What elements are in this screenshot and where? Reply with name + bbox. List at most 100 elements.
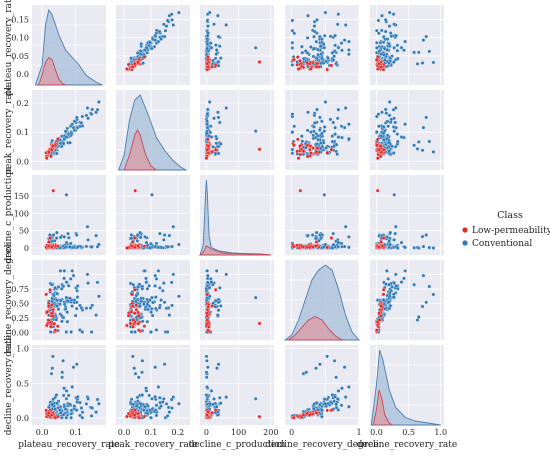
point-conventional bbox=[292, 124, 297, 129]
point-conventional bbox=[216, 151, 221, 156]
point-conventional bbox=[66, 231, 70, 236]
point-low-permeability bbox=[313, 244, 318, 248]
point-low-permeability bbox=[53, 328, 58, 333]
point-conventional bbox=[64, 192, 69, 197]
point-low-permeability bbox=[136, 411, 140, 416]
point-conventional bbox=[159, 404, 163, 408]
ytick-label: 0.05 bbox=[11, 52, 29, 61]
point-conventional bbox=[339, 41, 344, 45]
point-conventional bbox=[50, 296, 55, 301]
point-conventional bbox=[84, 244, 89, 249]
point-low-permeability bbox=[292, 143, 296, 148]
panel-peak-recovery-rate-vs-decline-recovery-rate bbox=[370, 90, 444, 170]
point-conventional bbox=[156, 245, 161, 250]
point-conventional bbox=[129, 56, 134, 60]
point-conventional bbox=[140, 319, 145, 324]
row-label-plateau-recovery-rate: plateau_recovery_rate bbox=[4, 0, 14, 96]
point-conventional bbox=[328, 34, 333, 39]
point-conventional bbox=[304, 370, 309, 375]
panel-peak-recovery-rate-vs-peak-recovery-rate bbox=[116, 90, 190, 171]
point-conventional bbox=[177, 10, 181, 15]
point-conventional bbox=[331, 120, 336, 125]
point-conventional bbox=[165, 330, 170, 334]
point-conventional bbox=[216, 308, 221, 313]
point-conventional bbox=[377, 124, 381, 129]
point-conventional bbox=[394, 33, 398, 38]
point-low-permeability bbox=[49, 311, 54, 316]
point-conventional bbox=[385, 119, 390, 124]
point-conventional bbox=[69, 411, 73, 416]
panel-background bbox=[116, 5, 190, 85]
point-conventional bbox=[148, 298, 152, 302]
point-conventional bbox=[431, 150, 436, 154]
point-conventional bbox=[385, 37, 390, 41]
point-conventional bbox=[89, 245, 94, 249]
point-low-permeability bbox=[205, 292, 210, 297]
point-conventional bbox=[64, 135, 69, 139]
point-conventional bbox=[290, 46, 295, 50]
point-conventional bbox=[69, 415, 73, 420]
point-low-permeability bbox=[325, 150, 330, 155]
column-label-decline-recovery-degree: decline_recovery_degree bbox=[265, 440, 379, 450]
point-conventional bbox=[147, 393, 152, 398]
point-conventional bbox=[64, 330, 69, 334]
point-conventional bbox=[75, 284, 80, 288]
point-conventional bbox=[420, 148, 425, 153]
point-conventional bbox=[424, 34, 429, 39]
point-conventional bbox=[149, 415, 153, 420]
point-low-permeability bbox=[378, 144, 383, 148]
point-conventional bbox=[70, 269, 75, 273]
point-conventional bbox=[412, 282, 416, 287]
point-low-permeability bbox=[379, 304, 384, 308]
point-conventional bbox=[395, 286, 400, 291]
point-conventional bbox=[153, 38, 158, 42]
point-conventional bbox=[300, 139, 305, 144]
ytick-label: 0.00 bbox=[11, 329, 29, 338]
point-conventional bbox=[51, 233, 56, 237]
point-conventional bbox=[145, 411, 150, 416]
point-conventional bbox=[378, 40, 383, 45]
point-conventional bbox=[143, 305, 148, 309]
point-conventional bbox=[150, 396, 154, 401]
point-low-permeability bbox=[210, 150, 214, 154]
point-conventional bbox=[214, 136, 219, 141]
point-low-permeability bbox=[307, 413, 312, 417]
panel-decline-c-production-vs-decline-recovery-rate bbox=[370, 175, 444, 255]
point-conventional bbox=[94, 313, 98, 317]
point-low-permeability bbox=[45, 310, 49, 314]
point-conventional bbox=[216, 34, 221, 39]
point-low-permeability bbox=[213, 287, 218, 292]
point-conventional bbox=[216, 313, 220, 317]
point-conventional bbox=[75, 288, 79, 293]
panel-background bbox=[285, 175, 359, 255]
point-conventional bbox=[161, 238, 166, 242]
point-conventional bbox=[204, 131, 209, 136]
point-low-permeability bbox=[257, 60, 262, 64]
point-conventional bbox=[156, 39, 161, 44]
point-conventional bbox=[138, 230, 142, 235]
point-conventional bbox=[314, 230, 319, 235]
point-conventional bbox=[68, 241, 73, 246]
panel-decline-recovery-degree-vs-plateau-recovery-rate: 0.00 0.25 0.50 0.75 bbox=[11, 260, 106, 340]
point-conventional bbox=[394, 125, 398, 130]
point-conventional bbox=[59, 286, 64, 291]
point-conventional bbox=[162, 300, 167, 305]
point-conventional bbox=[312, 125, 316, 129]
point-conventional bbox=[380, 110, 384, 115]
point-low-permeability bbox=[210, 411, 214, 415]
point-conventional bbox=[213, 151, 218, 156]
point-conventional bbox=[332, 399, 336, 404]
point-conventional bbox=[420, 234, 425, 239]
point-conventional bbox=[416, 315, 421, 319]
point-conventional bbox=[94, 410, 98, 414]
point-low-permeability bbox=[377, 61, 381, 66]
point-conventional bbox=[218, 401, 223, 405]
point-conventional bbox=[381, 40, 386, 45]
point-conventional bbox=[66, 283, 71, 288]
point-low-permeability bbox=[132, 61, 137, 66]
panel-plateau-recovery-rate-vs-plateau-recovery-rate: 0.0 0.05 0.10 0.15 bbox=[11, 5, 106, 86]
panel-decline-recovery-degree-vs-decline-c-production bbox=[200, 260, 274, 340]
point-conventional bbox=[290, 63, 295, 67]
point-conventional bbox=[323, 100, 328, 104]
point-low-permeability bbox=[204, 156, 209, 161]
